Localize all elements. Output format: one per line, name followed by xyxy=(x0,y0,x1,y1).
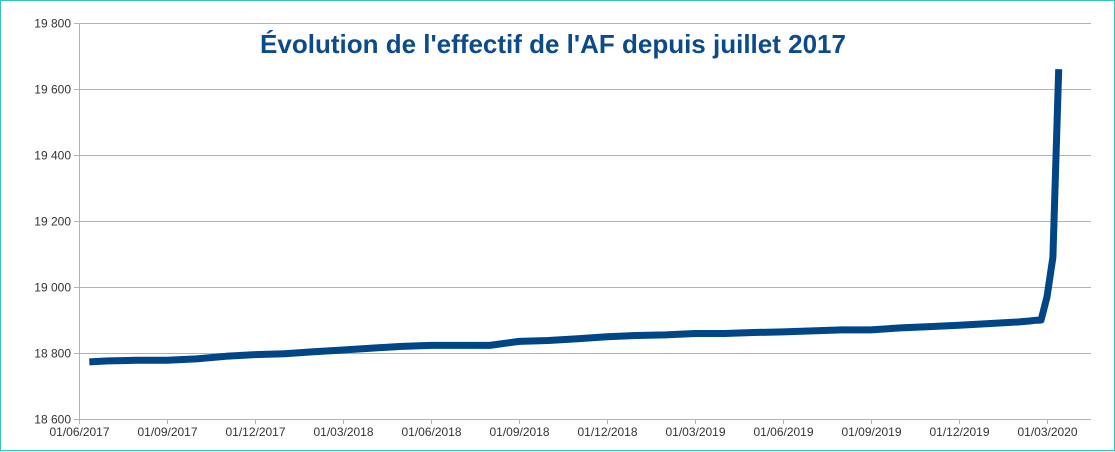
x-tick-label: 01/03/2020 xyxy=(1017,425,1077,439)
x-tick-label: 01/09/2018 xyxy=(489,425,549,439)
y-tick-label: 19 200 xyxy=(34,215,71,229)
series-layer xyxy=(89,69,1063,366)
x-tick-label: 01/12/2018 xyxy=(577,425,637,439)
grid-layer xyxy=(79,23,1091,420)
x-tick-label: 01/06/2017 xyxy=(49,425,109,439)
y-tick-label: 19 600 xyxy=(34,83,71,97)
x-tick-label: 01/12/2017 xyxy=(225,425,285,439)
x-tick-label: 01/09/2019 xyxy=(841,425,901,439)
x-tick-label: 01/06/2018 xyxy=(401,425,461,439)
series-line xyxy=(89,69,1063,366)
x-tick-label: 01/12/2019 xyxy=(929,425,989,439)
x-tick-label: 01/09/2017 xyxy=(137,425,197,439)
chart-title: Évolution de l'effectif de l'AF depuis j… xyxy=(260,29,846,59)
label-layer: 18 600 18 800 19 000 19 200 19 400 19 600 19 8… xyxy=(34,17,1078,440)
axis-layer xyxy=(74,23,1091,424)
x-tick-label: 01/03/2019 xyxy=(665,425,725,439)
y-tick-label: 18 800 xyxy=(34,347,71,361)
y-tick-label: 18 600 xyxy=(34,413,71,427)
x-tick-label: 01/06/2019 xyxy=(753,425,813,439)
y-tick-label: 19 800 xyxy=(34,17,71,31)
x-tick-label: 01/03/2018 xyxy=(313,425,373,439)
y-tick-label: 19 400 xyxy=(34,149,71,163)
y-tick-label: 19 000 xyxy=(34,281,71,295)
